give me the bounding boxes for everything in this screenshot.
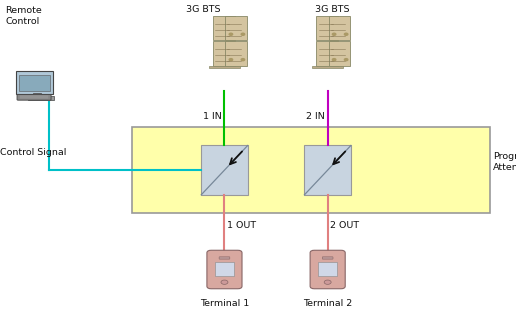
- Text: 2 OUT: 2 OUT: [330, 221, 359, 230]
- FancyBboxPatch shape: [213, 16, 235, 40]
- Circle shape: [221, 280, 228, 284]
- FancyBboxPatch shape: [219, 257, 230, 259]
- FancyBboxPatch shape: [19, 75, 50, 92]
- FancyBboxPatch shape: [17, 94, 51, 100]
- Circle shape: [241, 59, 245, 61]
- Text: 3G BTS: 3G BTS: [186, 5, 220, 14]
- Text: Programable
Attenuator: Programable Attenuator: [493, 152, 516, 172]
- FancyBboxPatch shape: [132, 127, 490, 213]
- Circle shape: [229, 59, 233, 61]
- FancyBboxPatch shape: [225, 41, 247, 66]
- FancyBboxPatch shape: [201, 146, 248, 195]
- FancyBboxPatch shape: [207, 250, 242, 289]
- Text: Terminal 2: Terminal 2: [303, 299, 352, 308]
- FancyBboxPatch shape: [215, 262, 234, 276]
- Circle shape: [332, 59, 336, 61]
- FancyBboxPatch shape: [310, 250, 345, 289]
- FancyBboxPatch shape: [312, 66, 343, 68]
- FancyBboxPatch shape: [213, 41, 235, 66]
- Text: 3G BTS: 3G BTS: [315, 5, 349, 14]
- FancyBboxPatch shape: [329, 16, 350, 40]
- Circle shape: [344, 59, 348, 61]
- Circle shape: [332, 33, 336, 35]
- FancyBboxPatch shape: [316, 16, 338, 40]
- FancyBboxPatch shape: [318, 262, 337, 276]
- Text: Terminal 1: Terminal 1: [200, 299, 249, 308]
- Text: 1 IN: 1 IN: [203, 112, 222, 121]
- Circle shape: [344, 33, 348, 35]
- Circle shape: [241, 33, 245, 35]
- Circle shape: [229, 33, 233, 35]
- FancyBboxPatch shape: [322, 257, 333, 259]
- FancyBboxPatch shape: [28, 95, 54, 100]
- FancyBboxPatch shape: [209, 66, 240, 68]
- FancyBboxPatch shape: [304, 146, 351, 195]
- FancyBboxPatch shape: [316, 41, 338, 66]
- FancyBboxPatch shape: [225, 16, 247, 40]
- Text: Remote
Control: Remote Control: [5, 6, 42, 26]
- FancyBboxPatch shape: [329, 41, 350, 66]
- Circle shape: [324, 280, 331, 284]
- FancyBboxPatch shape: [33, 93, 41, 96]
- Text: Control Signal: Control Signal: [0, 148, 67, 157]
- Text: 2 IN: 2 IN: [307, 112, 325, 121]
- FancyBboxPatch shape: [16, 71, 53, 94]
- Text: 1 OUT: 1 OUT: [227, 221, 256, 230]
